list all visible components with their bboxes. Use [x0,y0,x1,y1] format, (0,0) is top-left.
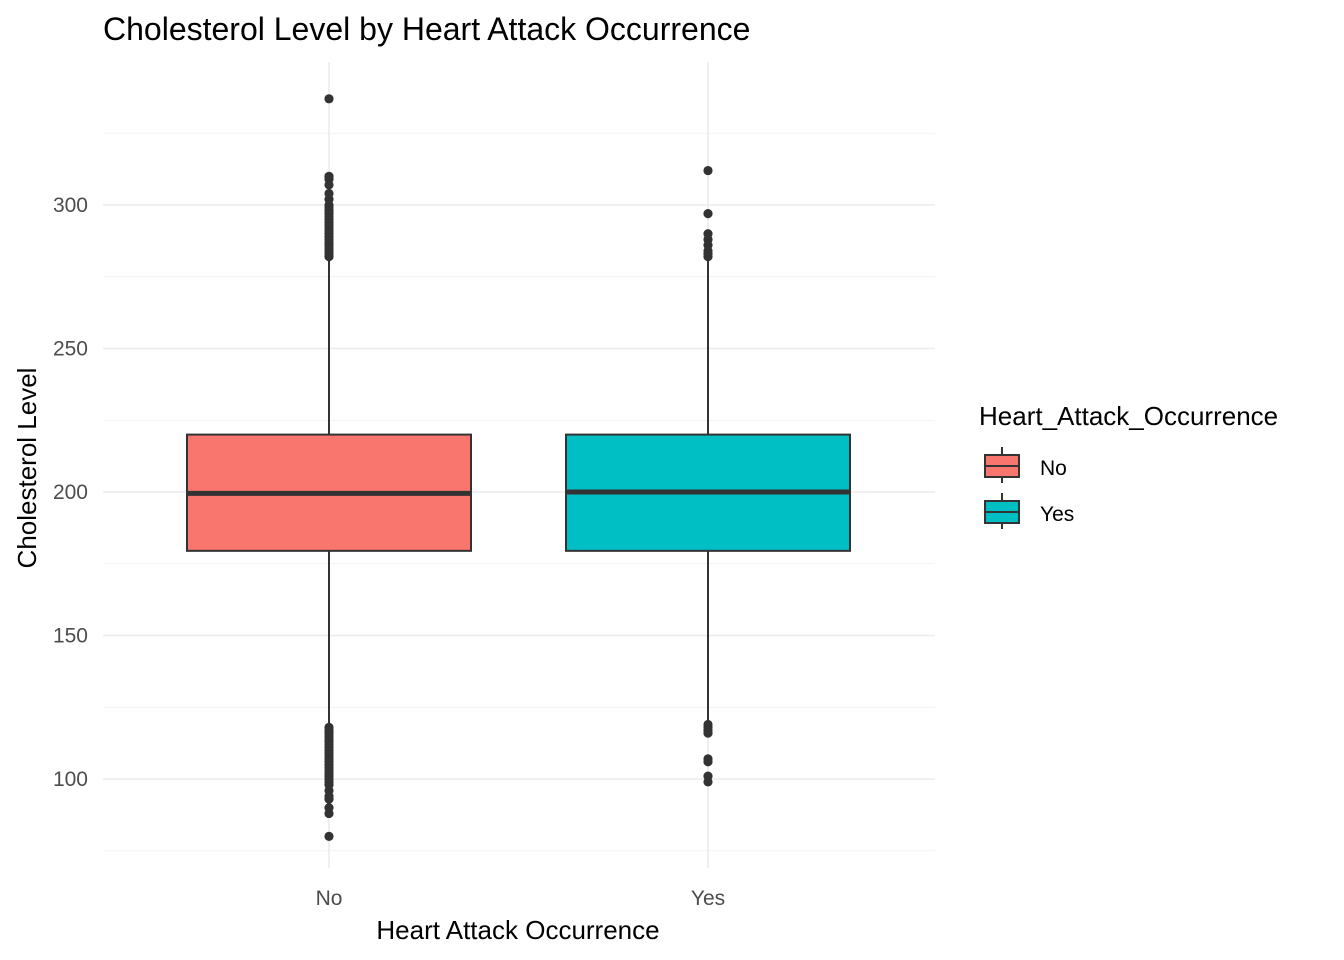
x-axis-ticks: No Yes [316,887,726,910]
legend-key-yes [984,493,1020,529]
box-yes [565,165,851,787]
legend: Heart_Attack_Occurrence No Yes [979,401,1278,529]
outlier-point [324,794,334,804]
outlier-point [703,728,713,738]
y-axis-title: Cholesterol Level [12,368,42,569]
boxes [186,94,851,842]
y-tick-label: 150 [53,625,88,648]
legend-label: No [1040,457,1067,480]
outlier-point [324,180,334,190]
outlier-point [703,777,713,787]
legend-title: Heart_Attack_Occurrence [979,401,1278,431]
x-tick-label: Yes [691,887,725,910]
outlier-point [324,94,334,104]
outlier-point [703,209,713,219]
legend-label: Yes [1040,503,1074,526]
chart-title: Cholesterol Level by Heart Attack Occurr… [103,11,750,47]
x-axis-title: Heart Attack Occurrence [376,915,659,945]
y-tick-label: 300 [53,194,88,217]
outlier-point [703,252,713,262]
y-tick-label: 100 [53,768,88,791]
y-tick-label: 250 [53,338,88,361]
box-no [186,94,472,842]
outlier-point [703,757,713,767]
outlier-point [703,165,713,176]
x-tick-label: No [316,887,343,910]
legend-key-no [984,447,1020,483]
outlier-point [324,252,334,262]
y-axis-ticks: 100 150 200 250 300 [53,194,88,791]
outlier-point [324,831,334,842]
y-tick-label: 200 [53,481,88,504]
outlier-point [324,808,334,819]
